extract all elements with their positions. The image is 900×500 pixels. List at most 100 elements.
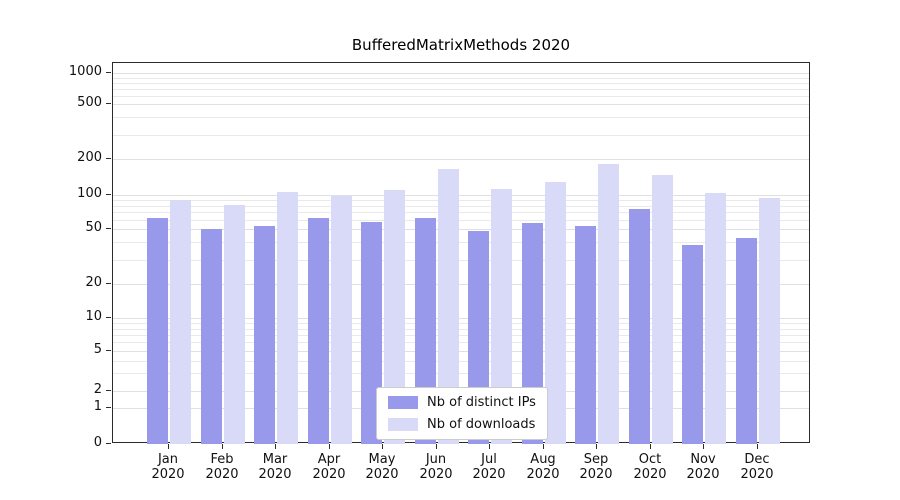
bar-downloads — [491, 189, 512, 444]
gridline — [113, 351, 809, 352]
gridline — [113, 373, 809, 374]
legend: Nb of distinct IPs Nb of downloads — [376, 387, 548, 440]
x-tick-mark — [382, 444, 383, 449]
gridline — [113, 342, 809, 343]
gridline — [113, 104, 809, 105]
gridline — [113, 335, 809, 336]
bar-downloads — [759, 198, 780, 444]
gridline — [113, 220, 809, 221]
bar-downloads — [652, 175, 673, 444]
x-tick-label: Aug 2020 — [511, 452, 575, 482]
y-tick-mark — [106, 317, 111, 318]
y-tick-label: 100 — [77, 186, 102, 201]
y-tick-label: 2 — [93, 382, 102, 397]
legend-swatch-distinct-ips — [388, 396, 418, 409]
gridline — [113, 195, 809, 196]
gridline — [113, 318, 809, 319]
bar-downloads — [331, 196, 352, 444]
x-tick-year: 2020 — [740, 467, 774, 482]
y-tick-mark — [106, 194, 111, 195]
gridline — [113, 135, 809, 136]
x-tick-year: 2020 — [472, 467, 506, 482]
bar-distinct-ips — [736, 238, 757, 444]
x-tick-month: Jul — [481, 452, 497, 467]
x-tick-year: 2020 — [151, 467, 185, 482]
gridline — [113, 96, 809, 97]
gridline — [113, 206, 809, 207]
bar-distinct-ips — [575, 226, 596, 444]
x-tick-month: Apr — [317, 452, 341, 467]
x-tick-month: Nov — [690, 452, 716, 467]
x-tick-mark — [543, 444, 544, 449]
x-tick-year: 2020 — [579, 467, 613, 482]
bar-distinct-ips — [254, 226, 275, 444]
legend-label-distinct-ips: Nb of distinct IPs — [427, 395, 536, 410]
y-tick-mark — [106, 407, 111, 408]
legend-label-downloads: Nb of downloads — [427, 417, 536, 432]
x-tick-label: Jun 2020 — [404, 452, 468, 482]
x-tick-mark — [650, 444, 651, 449]
legend-item-distinct-ips: Nb of distinct IPs — [388, 395, 536, 410]
bar-distinct-ips — [682, 245, 703, 444]
y-tick-mark — [106, 72, 111, 73]
bar-downloads — [705, 193, 726, 444]
x-tick-month: Jun — [425, 452, 447, 467]
gridline — [113, 229, 809, 230]
x-tick-mark — [596, 444, 597, 449]
y-tick-mark — [106, 283, 111, 284]
y-tick-label: 0 — [93, 435, 102, 450]
x-tick-mark — [275, 444, 276, 449]
x-tick-year: 2020 — [526, 467, 560, 482]
x-tick-year: 2020 — [205, 467, 239, 482]
x-tick-year: 2020 — [419, 467, 453, 482]
bar-downloads — [224, 205, 245, 444]
y-tick-label: 10 — [85, 309, 102, 324]
bar-distinct-ips — [308, 218, 329, 444]
x-tick-label: Oct 2020 — [618, 452, 682, 482]
x-tick-label: May 2020 — [350, 452, 414, 482]
x-tick-mark — [703, 444, 704, 449]
y-tick-label: 20 — [85, 275, 102, 290]
gridline — [113, 329, 809, 330]
gridline — [113, 200, 809, 201]
y-tick-label: 1000 — [68, 64, 102, 79]
gridline — [113, 73, 809, 74]
x-tick-mark — [329, 444, 330, 449]
bar-distinct-ips — [147, 218, 168, 444]
x-tick-label: Jan 2020 — [136, 452, 200, 482]
x-tick-month: Mar — [262, 452, 288, 467]
x-tick-mark — [436, 444, 437, 449]
x-tick-label: Nov 2020 — [671, 452, 735, 482]
x-tick-month: Oct — [638, 452, 662, 467]
y-tick-mark — [106, 103, 111, 104]
y-tick-mark — [106, 228, 111, 229]
bar-distinct-ips — [201, 229, 222, 444]
gridline — [113, 159, 809, 160]
x-tick-month: Dec — [744, 452, 770, 467]
x-tick-label: Sep 2020 — [564, 452, 628, 482]
x-tick-month: Feb — [210, 452, 234, 467]
y-tick-mark — [106, 158, 111, 159]
y-tick-label: 500 — [77, 95, 102, 110]
legend-item-downloads: Nb of downloads — [388, 417, 536, 432]
x-tick-label: Dec 2020 — [725, 452, 789, 482]
bar-downloads — [438, 169, 459, 444]
legend-swatch-downloads — [388, 418, 418, 431]
gridline — [113, 78, 809, 79]
x-tick-year: 2020 — [365, 467, 399, 482]
y-tick-label: 50 — [85, 220, 102, 235]
gridline — [113, 361, 809, 362]
bar-downloads — [545, 182, 566, 444]
x-tick-month: May — [368, 452, 396, 467]
x-tick-mark — [489, 444, 490, 449]
x-tick-year: 2020 — [686, 467, 720, 482]
gridline — [113, 284, 809, 285]
bar-downloads — [277, 192, 298, 444]
gridline — [113, 117, 809, 118]
gridline — [113, 83, 809, 84]
x-tick-mark — [168, 444, 169, 449]
x-tick-year: 2020 — [633, 467, 667, 482]
gridline — [113, 242, 809, 243]
y-tick-label: 200 — [77, 150, 102, 165]
